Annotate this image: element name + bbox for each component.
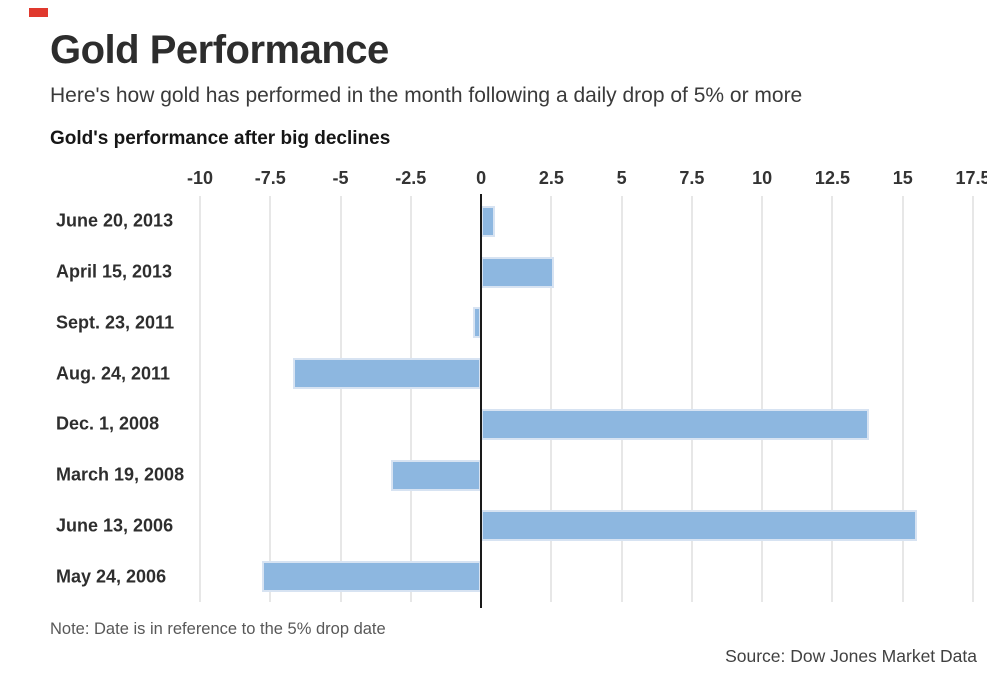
gridline (269, 196, 272, 602)
page-subtitle: Here's how gold has performed in the mon… (50, 84, 803, 107)
x-axis-tick-label: -2.5 (395, 168, 427, 188)
gridline (972, 196, 974, 602)
category-label: Dec. 1, 2008 (56, 413, 160, 434)
gridline (761, 196, 764, 602)
bar (481, 205, 496, 237)
x-axis-tick-label: 15 (892, 168, 913, 188)
category-label: Aug. 24, 2011 (56, 363, 171, 384)
gridline (901, 196, 904, 602)
x-axis-tick-label: 12.5 (814, 168, 850, 188)
x-axis-tick-label: -7.5 (254, 168, 286, 188)
chart-title: Gold's performance after big declines (50, 128, 391, 149)
footnote: Note: Date is in reference to the 5% dro… (50, 620, 386, 638)
bar (292, 358, 482, 390)
gridline (831, 196, 834, 602)
bar (481, 256, 555, 288)
x-axis-tick-label: 0 (476, 168, 487, 188)
bar (391, 459, 482, 491)
category-label: May 24, 2006 (56, 566, 167, 587)
gridline (409, 196, 412, 602)
brand-accent-mark (29, 8, 48, 17)
gridline (339, 196, 342, 602)
x-axis-tick-label: 17.5 (955, 168, 987, 188)
zero-axis-line (480, 194, 483, 608)
page-title: Gold Performance (50, 28, 389, 72)
gridline (620, 196, 623, 602)
bar (472, 307, 482, 339)
bar (261, 561, 482, 593)
bar (481, 510, 917, 542)
gridline (199, 196, 201, 602)
x-axis-tick-label: 10 (752, 168, 773, 188)
source-attribution: Source: Dow Jones Market Data (725, 646, 977, 666)
category-label: June 13, 2006 (56, 515, 174, 536)
x-axis-tick-label: 5 (616, 168, 627, 188)
x-axis-tick-label: 7.5 (679, 168, 705, 188)
category-label: June 20, 2013 (56, 210, 174, 231)
bar (481, 408, 869, 440)
x-axis-tick-label: 2.5 (538, 168, 564, 188)
gridline (550, 196, 553, 602)
x-axis-tick-label: -5 (332, 168, 349, 188)
category-label: April 15, 2013 (56, 261, 173, 282)
gridline (690, 196, 693, 602)
category-label: March 19, 2008 (56, 464, 185, 485)
category-label: Sept. 23, 2011 (56, 312, 175, 333)
x-axis-tick-label: -10 (186, 168, 214, 188)
